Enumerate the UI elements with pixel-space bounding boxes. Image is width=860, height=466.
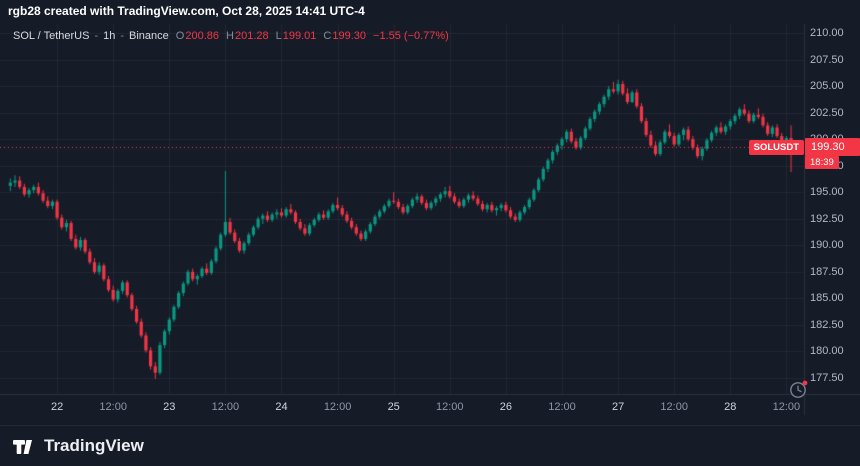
price-tick-label: 187.50: [810, 265, 844, 278]
price-tick-label: 207.50: [810, 53, 844, 66]
clock-icon: [790, 380, 808, 398]
bar-countdown-label: 18:39: [805, 155, 839, 169]
time-tick-label: 12:00: [660, 401, 688, 413]
last-price-symbol-badge: SOLUSDT: [748, 139, 804, 155]
legend-separator: -: [120, 30, 125, 42]
footer-bar: TradingView: [0, 425, 860, 466]
time-tick-label: 22: [50, 401, 64, 413]
price-tick-label: 202.50: [810, 106, 844, 119]
legend-interval[interactable]: 1h: [103, 30, 116, 42]
time-tick-label: 12:00: [772, 401, 801, 413]
price-tick-label: 195.00: [810, 186, 844, 199]
tradingview-logo-icon: [13, 440, 32, 454]
legend-exchange[interactable]: Binance: [129, 30, 169, 42]
time-tick-label: 25: [387, 401, 400, 413]
time-tick-label: 12:00: [548, 401, 576, 413]
price-tick-label: 177.50: [810, 371, 844, 384]
time-tick-label: 26: [499, 401, 512, 413]
price-tick-label: 190.00: [810, 239, 844, 252]
price-tick-label: 192.50: [810, 212, 844, 225]
tradingview-logo-text: TradingView: [44, 436, 144, 455]
time-tick-label: 23: [163, 401, 176, 413]
legend-low: L 199.01: [275, 30, 317, 42]
legend-change: −1.55 (−0.77%): [373, 30, 449, 42]
legend-high: H 201.28: [226, 30, 269, 42]
legend-close: C 199.30: [323, 30, 367, 42]
legend-separator: -: [94, 30, 99, 42]
realtime-clock-button[interactable]: [788, 379, 809, 400]
time-tick-label: 12:00: [99, 401, 127, 413]
attribution-text: rgb28 created with TradingView.com, Oct …: [8, 4, 365, 18]
price-tick-label: 180.00: [810, 345, 844, 358]
time-tick-label: 27: [611, 401, 625, 413]
legend-symbol-title[interactable]: SOL / TetherUS: [13, 30, 90, 42]
price-tick-label: 210.00: [810, 27, 844, 40]
legend-open: O 200.86: [175, 30, 220, 42]
time-tick-label: 28: [724, 401, 737, 413]
price-tick-label: 182.50: [810, 318, 844, 331]
price-tick-label: 205.00: [810, 80, 844, 93]
time-tick-label: 12:00: [436, 401, 464, 413]
time-tick-label: 12:00: [323, 401, 352, 413]
time-tick-label: 24: [275, 401, 288, 413]
time-tick-label: 12:00: [211, 401, 240, 413]
tradingview-logo[interactable]: TradingView: [12, 434, 144, 458]
price-tick-label: 185.00: [810, 292, 844, 305]
last-price-label: 199.30: [805, 137, 860, 156]
